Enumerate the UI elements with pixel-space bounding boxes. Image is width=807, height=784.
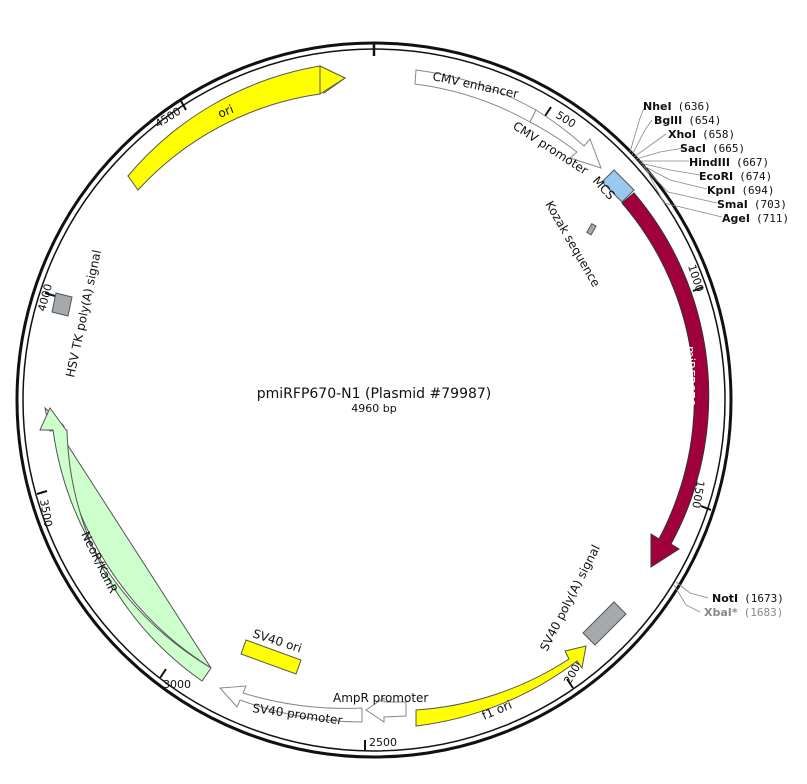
enzyme-saci: SacI (665) (680, 142, 745, 155)
enzyme-ecori: EcoRI (674) (699, 170, 772, 183)
hsv-tk-polya-label: HSV TK poly(A) signal (63, 249, 104, 379)
tick-label-2500: 2500 (369, 736, 397, 749)
enzyme-xbai: XbaI* (1683) (704, 606, 783, 619)
enzyme-smai: SmaI (703) (717, 198, 787, 211)
neor-kanr-feature (44, 406, 212, 669)
enzyme-nhei: NheI (636) (643, 100, 711, 113)
position-ticks (36, 100, 712, 751)
cmv-promoter-feature (529, 109, 602, 169)
mcs-feature (601, 169, 635, 203)
mirfp670-label: miRFP670 (683, 346, 697, 406)
hsv-tk-polya-feature (51, 292, 73, 317)
ori-label: ori (216, 102, 236, 121)
ori-body (127, 65, 321, 191)
neor-kanr-body (39, 407, 212, 682)
sv40-promoter-feature (218, 685, 363, 723)
ampr-promoter-label: AmpR promoter (333, 691, 428, 705)
kozak-feature (586, 222, 597, 236)
enzyme-list-bottom: NotI (1673) XbaI* (1683) (704, 592, 784, 619)
enzyme-noti: NotI (1673) (712, 592, 784, 605)
ori-arrowhead (319, 65, 347, 95)
enzyme-leader-lines-top (629, 105, 723, 218)
f1-ori-feature (415, 645, 587, 727)
enzyme-bglii: BglII (654) (654, 114, 721, 127)
kozak-label: Kozak sequence (542, 199, 603, 290)
enzyme-hindiii: HindIII (667) (689, 156, 769, 169)
sv40-polya-feature (582, 601, 627, 646)
ampr-promoter-feature (365, 697, 407, 723)
position-tick-labels: 500 1000 1500 2000 2500 3000 3500 4000 4… (35, 105, 707, 749)
enzyme-list-top: NheI (636) BglII (654) XhoI (658) SacI (665)… (643, 100, 789, 225)
enzyme-xhoi: XhoI (658) (668, 128, 735, 141)
sv40-ori-feature (240, 639, 302, 675)
enzyme-kpni: KpnI (694) (707, 184, 774, 197)
tick-label-3500: 3500 (37, 498, 55, 528)
tick-label-4000: 4000 (35, 282, 55, 312)
plasmid-size: 4960 bp (351, 402, 396, 415)
tick-label-3000: 3000 (163, 678, 191, 691)
enzyme-agei: AgeI (711) (722, 212, 789, 225)
plasmid-title: pmiRFP670-N1 (Plasmid #79987) (257, 386, 492, 402)
mirfp670-feature (621, 192, 710, 568)
enzyme-leader-lines-bottom (673, 581, 709, 613)
